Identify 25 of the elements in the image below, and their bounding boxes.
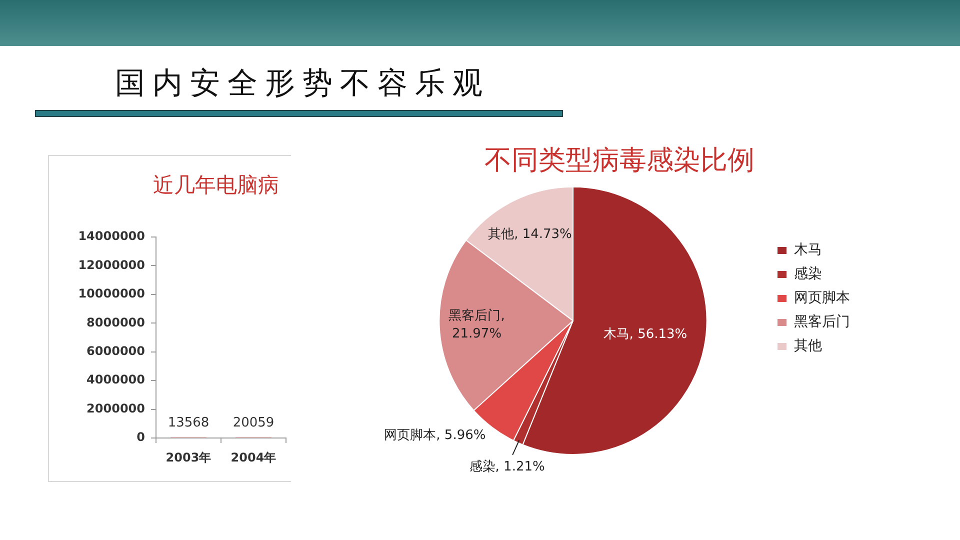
data-label: 木马, 56.13% (603, 327, 688, 342)
y-tick-label: 12000000 (78, 258, 145, 272)
x-tick-label: 2004年 (230, 450, 276, 464)
data-label: 感染, 1.21% (469, 459, 545, 474)
data-label: 网页脚本, 5.96% (384, 428, 486, 444)
legend-label: 感染 (794, 266, 822, 282)
y-tick-label: 4000000 (86, 372, 145, 387)
data-label: 黑客后门, 21.97% (448, 307, 505, 342)
chart-title: 不同类型病毒感染比例 (484, 145, 754, 176)
y-tick-label: 6000000 (86, 344, 145, 358)
text: 国内安全形势不容乐观 (115, 66, 490, 102)
data-label: 其他, 14.73% (488, 226, 572, 242)
legend-label: 黑客后门 (794, 314, 850, 330)
y-tick-label: 8000000 (86, 315, 145, 330)
legend-label: 其他 (794, 338, 822, 354)
legend-label: 木马 (794, 242, 822, 258)
legend-label: 网页脚本 (794, 290, 850, 306)
y-tick-label: 10000000 (78, 286, 145, 301)
y-tick-label: 14000000 (78, 229, 145, 244)
data-label: 13568 (168, 416, 210, 431)
data-label: 20059 (232, 416, 274, 431)
y-tick-label: 0 (136, 430, 145, 444)
x-tick-label: 2003年 (166, 450, 212, 464)
chart-title: 近几年电脑病 (153, 172, 279, 198)
y-tick-label: 2000000 (86, 401, 145, 416)
